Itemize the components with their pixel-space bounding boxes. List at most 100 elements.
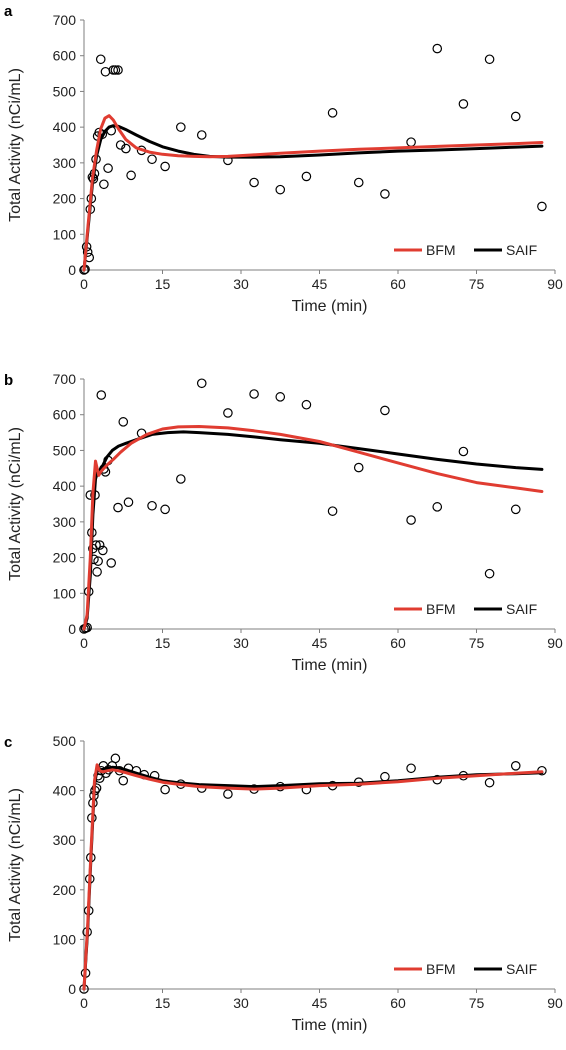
data-point <box>380 189 390 199</box>
panel-label: c <box>4 734 12 751</box>
x-tick-label: 60 <box>390 995 406 1011</box>
data-point <box>275 184 286 195</box>
y-tick-label: 400 <box>53 478 77 494</box>
legend: BFM SAIF <box>394 601 537 617</box>
y-tick-label: 700 <box>53 371 77 387</box>
y-tick-label: 200 <box>53 550 77 566</box>
series-line-saif <box>82 765 544 991</box>
x-tick-label: 0 <box>80 635 88 651</box>
x-tick-label: 45 <box>312 635 328 651</box>
series-line-bfm <box>82 763 544 991</box>
y-tick-label: 400 <box>53 783 77 799</box>
x-axis-title: Time (min) <box>292 298 368 315</box>
x-tick-label: 30 <box>233 635 249 651</box>
data-point <box>380 771 390 782</box>
legend-label-saif: SAIF <box>506 961 537 977</box>
data-point <box>249 389 259 399</box>
data-point <box>484 568 495 579</box>
data-point <box>249 177 259 188</box>
y-tick-label: 700 <box>53 12 77 28</box>
series-line-bfm <box>82 425 544 631</box>
series-line-bfm <box>82 114 544 272</box>
y-tick-label: 300 <box>53 155 77 171</box>
data-point <box>353 462 364 473</box>
y-axis-title: Total Activity (nCi/mL) <box>7 788 24 942</box>
y-axis-title: Total Activity (nCi/mL) <box>7 427 24 581</box>
data-point <box>353 177 364 188</box>
x-tick-label: 75 <box>469 995 485 1011</box>
data-point <box>196 378 207 389</box>
data-point <box>110 65 121 75</box>
data-point <box>510 111 521 122</box>
x-axis-title: Time (min) <box>292 1017 368 1034</box>
panel-label: b <box>4 372 13 389</box>
y-tick-label: 500 <box>53 83 77 99</box>
data-point <box>537 201 547 212</box>
series-line-saif <box>82 124 544 272</box>
y-tick-label: 400 <box>53 119 77 135</box>
y-tick-label: 100 <box>53 585 77 601</box>
data-point <box>113 502 123 513</box>
x-tick-label: 0 <box>80 995 88 1011</box>
data-point <box>380 405 390 416</box>
data-point <box>96 390 107 400</box>
x-axis-title: Time (min) <box>292 657 368 674</box>
data-point <box>160 161 170 172</box>
x-tick-label: 0 <box>80 276 88 292</box>
y-tick-label: 500 <box>53 442 77 458</box>
x-tick-label: 45 <box>312 276 328 292</box>
data-point <box>113 65 123 75</box>
data-point <box>91 783 102 793</box>
x-tick-label: 60 <box>390 635 406 651</box>
data-point <box>93 556 103 566</box>
chart-panel-a: a 0 100 200 300 400 500 600 700 0 15 30 45 60 75 90 Time… <box>4 3 563 315</box>
data-point <box>327 506 338 516</box>
y-tick-label: 100 <box>53 931 77 947</box>
x-tick-label: 15 <box>155 995 171 1011</box>
data-point <box>223 408 233 418</box>
data-point <box>176 474 186 484</box>
data-point <box>406 515 416 525</box>
data-point <box>160 784 170 795</box>
x-tick-label: 60 <box>390 276 406 292</box>
x-tick-label: 75 <box>469 276 485 292</box>
data-point <box>103 163 113 174</box>
data-point <box>94 540 105 550</box>
legend-label-saif: SAIF <box>506 601 537 617</box>
legend-label-bfm: BFM <box>426 961 456 977</box>
data-point <box>99 179 109 190</box>
y-tick-label: 100 <box>53 226 77 242</box>
data-point <box>123 497 134 508</box>
data-point <box>510 504 521 515</box>
x-tick-label: 15 <box>155 276 171 292</box>
data-point <box>106 558 117 568</box>
data-point <box>406 763 416 774</box>
data-point <box>92 567 102 577</box>
data-point <box>118 417 129 427</box>
y-axis-title: Total Activity (nCi/mL) <box>7 68 24 222</box>
x-tick-label: 90 <box>547 276 563 292</box>
data-point <box>301 399 312 410</box>
data-point <box>458 446 469 457</box>
data-point <box>484 777 495 788</box>
y-tick-label: 0 <box>68 262 76 278</box>
legend-label-bfm: BFM <box>426 242 456 258</box>
x-tick-label: 90 <box>547 635 563 651</box>
data-point <box>147 500 157 511</box>
data-point <box>327 108 338 118</box>
data-point <box>95 54 106 65</box>
x-tick-label: 45 <box>312 995 328 1011</box>
chart-panel-b: b 0 100 200 300 400 500 600 700 0 15 30 45 60 75 90 Time… <box>4 371 563 674</box>
x-tick-label: 30 <box>233 276 249 292</box>
y-tick-label: 200 <box>53 191 77 207</box>
data-point <box>432 502 443 512</box>
data-point <box>147 154 157 165</box>
y-tick-label: 300 <box>53 832 77 848</box>
legend-label-bfm: BFM <box>426 601 456 617</box>
data-point <box>301 171 312 182</box>
chart-panel-c: c 0 100 200 300 400 500 0 15 30 45 60 75 90 Time (min)… <box>4 733 563 1034</box>
y-tick-label: 0 <box>68 981 76 997</box>
legend: BFM SAIF <box>394 961 537 977</box>
data-point <box>510 760 521 771</box>
x-tick-label: 90 <box>547 995 563 1011</box>
